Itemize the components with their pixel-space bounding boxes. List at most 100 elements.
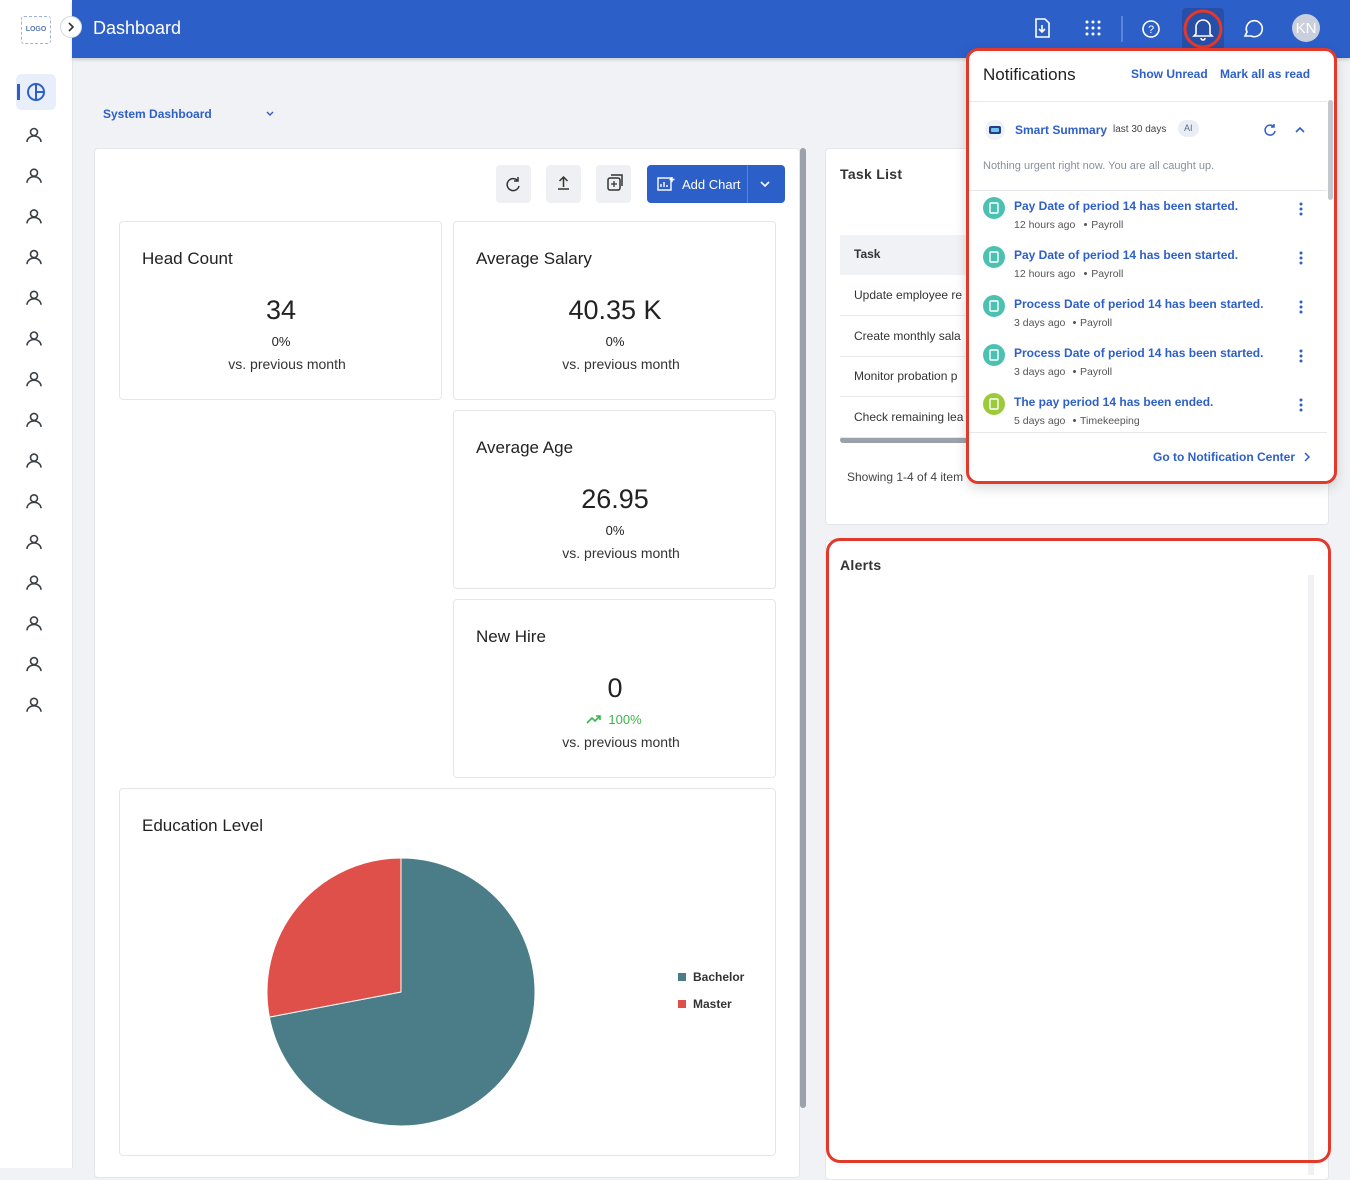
kebab-dot [1299, 202, 1303, 206]
download-icon[interactable] [1035, 18, 1050, 38]
kebab-dot [1299, 305, 1303, 309]
nav-icon-body [26, 420, 42, 428]
show-unread[interactable]: Show Unread [1131, 67, 1208, 81]
nav-icon[interactable] [26, 697, 42, 712]
highlight [826, 538, 1331, 1163]
kebab-dot [1299, 256, 1303, 260]
logo[interactable]: LOGO [21, 16, 51, 44]
nav-active[interactable] [16, 74, 56, 110]
page-title: Dashboard [93, 18, 182, 38]
notification-icon [983, 197, 1005, 219]
notification-time: 12 hours ago [1014, 219, 1076, 231]
kpi-card: Head Count 34 0% vs. previous month [119, 221, 442, 400]
kpi-change: 0% [605, 523, 625, 538]
meta-dot [1084, 223, 1088, 226]
nav-icon-head [29, 127, 39, 137]
nav-icon-head [29, 412, 39, 422]
nav-icon-head [29, 697, 39, 707]
nav-icon-body [26, 623, 42, 631]
nav-icon[interactable] [26, 371, 42, 387]
chevron-icon [68, 22, 75, 32]
nav-icon[interactable] [26, 616, 42, 631]
nav-icon-head [29, 453, 39, 462]
nav-icon[interactable] [26, 575, 42, 590]
notification-source: Payroll [1080, 317, 1113, 329]
notification-source: Payroll [1091, 268, 1124, 280]
kpi-caption: vs. previous month [562, 545, 680, 561]
nav-icon [17, 83, 45, 101]
nav-icon[interactable] [26, 331, 42, 346]
nav-icon-head [29, 249, 39, 259]
kebab-dot [1299, 398, 1303, 402]
nav-icon[interactable] [26, 209, 42, 224]
dashboard-selector[interactable]: System Dashboard [103, 107, 212, 121]
notification-text[interactable]: The pay period 14 has been ended. [1014, 395, 1214, 409]
nav-icon-body [26, 542, 42, 550]
kebab-menu[interactable] [1297, 348, 1305, 364]
nav-icon[interactable] [26, 249, 42, 265]
nav-icon[interactable] [26, 534, 42, 550]
notification-center-link[interactable]: Go to Notification Center [1153, 450, 1295, 464]
kebab-dot [1299, 359, 1303, 363]
kpi-title: Average Salary [476, 249, 592, 268]
notification-icon [983, 344, 1005, 366]
table-header-cell: Task [854, 247, 881, 261]
ai-badge: AI [1178, 120, 1199, 137]
icon-glyph [989, 251, 999, 263]
summary-title[interactable]: Smart Summary [1015, 123, 1108, 137]
nav-icon[interactable] [26, 656, 42, 672]
kebab-dot [1299, 261, 1303, 265]
duplicate-button[interactable] [596, 165, 631, 203]
nav-icon-body [26, 298, 42, 305]
nav-icon[interactable] [26, 290, 42, 305]
kebab-menu[interactable] [1297, 397, 1305, 413]
nav-icon[interactable] [26, 493, 42, 509]
mark-all-read[interactable]: Mark all as read [1220, 67, 1311, 81]
refresh-button[interactable] [496, 165, 531, 203]
notification-text[interactable]: Process Date of period 14 has been start… [1014, 297, 1264, 311]
nav-icon[interactable] [26, 168, 42, 183]
kpi-caption: vs. previous month [228, 356, 346, 372]
nav-icon-body [26, 216, 42, 224]
trend-arrow [586, 715, 601, 724]
notification-icon [983, 246, 1005, 268]
task-title: Task List [840, 166, 903, 182]
sidebar-toggle[interactable] [60, 16, 82, 38]
nav-icon[interactable] [26, 453, 42, 468]
chart: Bachelor Master [266, 857, 745, 1127]
nav-icon-body [26, 257, 42, 265]
summary-controls[interactable] [1260, 121, 1310, 139]
nav-icon-head [29, 168, 39, 178]
kebab-menu[interactable] [1297, 250, 1305, 266]
notification-text[interactable]: Pay Date of period 14 has been started. [1014, 199, 1239, 213]
kebab-dot [1299, 251, 1303, 255]
apps-icon[interactable] [1085, 20, 1101, 36]
nav-icon[interactable] [26, 127, 42, 143]
nav-icon-head [29, 493, 39, 503]
kpi-card: Average Salary 40.35 K 0% vs. previous mont… [453, 221, 776, 400]
avatar[interactable]: KN [1295, 20, 1317, 37]
icon-bg [983, 246, 1005, 268]
kebab-menu[interactable] [1297, 299, 1305, 315]
summary-icon [985, 120, 1005, 140]
icon-bg [983, 295, 1005, 317]
nav-icon[interactable] [26, 412, 42, 428]
kpi-title: Head Count [142, 249, 233, 268]
kebab-dot [1299, 300, 1303, 304]
notification-text[interactable]: Process Date of period 14 has been start… [1014, 346, 1264, 360]
nav-icon-head [29, 290, 39, 300]
kpi-value: 34 [265, 295, 297, 325]
kebab-menu[interactable] [1297, 201, 1305, 217]
notification-source: Payroll [1080, 366, 1113, 378]
link-chevron [1304, 452, 1311, 462]
bell-icon[interactable] [1192, 19, 1214, 41]
legend-label: Bachelor [693, 970, 745, 984]
nav-icon-body [26, 338, 42, 346]
add-chart-button[interactable]: Add Chart [647, 165, 785, 203]
notification-text[interactable]: Pay Date of period 14 has been started. [1014, 248, 1239, 262]
chat-icon[interactable] [1243, 19, 1264, 38]
help-icon[interactable]: ? [1142, 20, 1160, 38]
meta-dot [1073, 419, 1076, 422]
export-button[interactable] [546, 165, 581, 203]
